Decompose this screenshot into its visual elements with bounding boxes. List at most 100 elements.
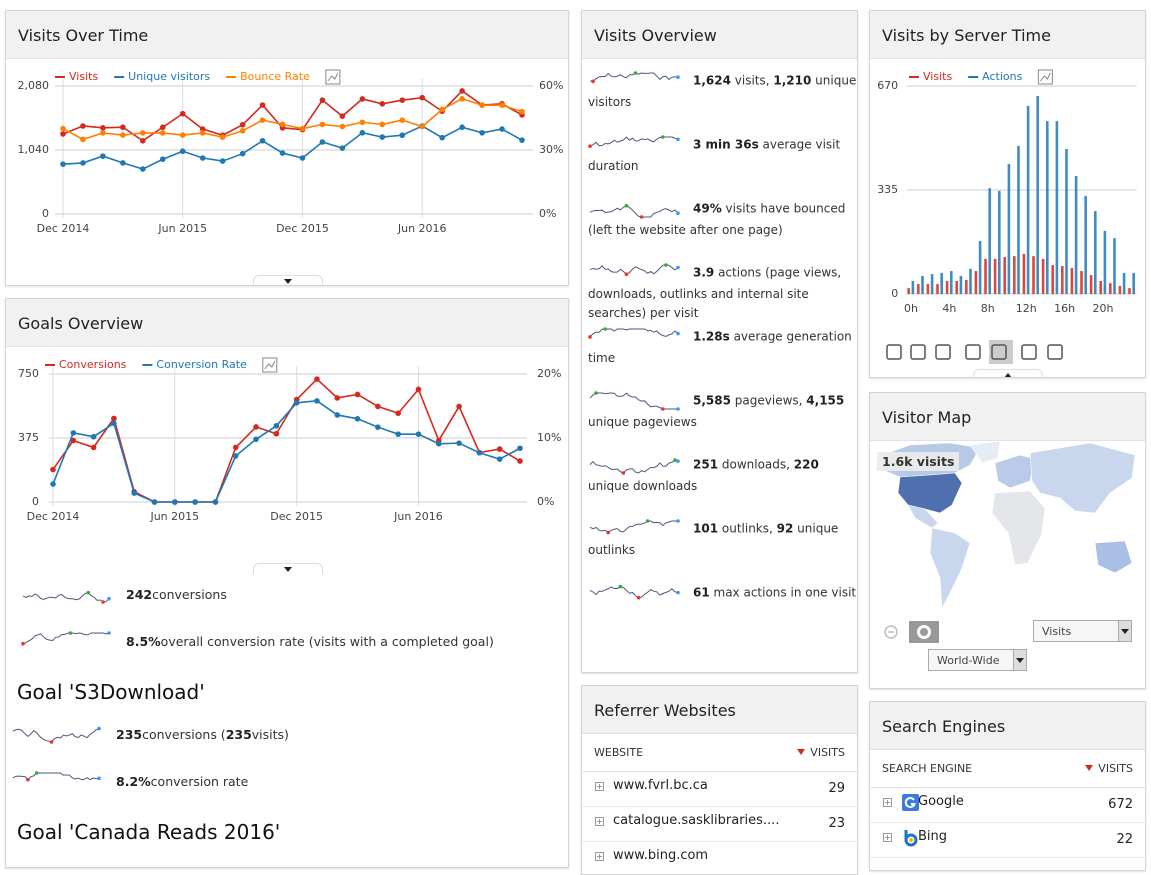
bar — [1007, 163, 1011, 294]
data-point — [199, 155, 206, 161]
data-point — [354, 416, 361, 422]
expand-icon[interactable] — [883, 833, 893, 843]
country[interactable] — [897, 472, 963, 514]
bar — [1055, 121, 1059, 294]
bar — [1065, 149, 1068, 294]
map-tooltip: 1.6k visits — [877, 452, 960, 471]
view-icon[interactable] — [910, 344, 926, 360]
column-header: SEARCH ENGINE — [882, 762, 973, 775]
bar — [959, 275, 963, 294]
sparkline — [589, 203, 680, 219]
row-label[interactable]: Bing — [918, 829, 948, 844]
data-point — [179, 148, 186, 155]
country[interactable] — [991, 490, 1046, 566]
data-point — [199, 126, 206, 132]
country[interactable] — [994, 454, 1036, 489]
x-tick-label: Jun 2015 — [157, 222, 207, 235]
metric-select[interactable]: Visits — [1033, 620, 1132, 642]
column-header[interactable]: VISITS — [810, 746, 845, 759]
row-label[interactable]: Google — [918, 794, 964, 809]
legend-label: Bounce Rate — [240, 70, 310, 83]
country[interactable] — [969, 441, 1001, 464]
sort-arrow — [797, 749, 805, 755]
sparkline-max — [664, 263, 668, 267]
data-point — [517, 445, 523, 452]
select-arrow — [1013, 650, 1026, 670]
row-label[interactable]: www.fvrl.bc.ca — [613, 778, 708, 793]
bar — [936, 284, 939, 294]
bar — [998, 190, 1001, 294]
goal-name: Goal 'Canada Reads 2016' — [17, 820, 281, 844]
row-label[interactable]: catalogue.sasklibraries.... — [613, 813, 780, 828]
country[interactable] — [907, 504, 939, 529]
column-header: WEBSITE — [594, 746, 644, 759]
data-point — [90, 433, 97, 440]
data-point — [359, 119, 366, 126]
bar — [955, 280, 958, 294]
data-point — [131, 490, 138, 496]
data-point — [339, 145, 346, 151]
expand-handle[interactable] — [253, 563, 323, 574]
view-icon[interactable] — [991, 344, 1007, 360]
y-tick-label: 670 — [877, 79, 898, 92]
sparkline-last — [107, 631, 111, 635]
data-point — [239, 128, 246, 134]
sparkline-last — [676, 590, 680, 595]
data-point — [359, 96, 366, 102]
expand-icon[interactable] — [595, 782, 605, 792]
view-icon[interactable] — [965, 344, 981, 360]
view-icon[interactable] — [1021, 344, 1037, 360]
overview-item: 101 outlinks, 92 unique outlinks — [588, 517, 857, 560]
sparkline-line — [589, 264, 679, 275]
country[interactable] — [1094, 540, 1133, 574]
goal-metric: 8.5% overall conversion rate (visits wit… — [21, 629, 494, 653]
goal-metric: 242 conversions — [21, 582, 227, 606]
bar — [1080, 271, 1083, 294]
data-point — [319, 97, 326, 103]
series-line — [62, 89, 523, 142]
column-header[interactable]: VISITS — [1098, 762, 1133, 775]
expand-icon[interactable] — [883, 798, 893, 808]
y2-tick-label: 0% — [539, 207, 556, 220]
overview-item: 3.9 actions (page views, downloads, outl… — [588, 261, 857, 323]
dashboard: Visits Over Time 0 1,040 2,080 0% 30% 60% Dec … — [5, 10, 1146, 875]
sparkline-max — [594, 391, 598, 395]
world-map[interactable] — [870, 441, 1145, 621]
view-icon[interactable] — [886, 344, 902, 360]
y2-tick-label: 20% — [537, 367, 561, 380]
collapse-handle[interactable] — [973, 369, 1043, 377]
data-point — [159, 156, 166, 163]
view-icon[interactable] — [1047, 344, 1063, 360]
sparkline-min — [588, 335, 592, 339]
region-select[interactable]: World-Wide — [928, 649, 1027, 671]
y-tick-label: 0 — [42, 207, 49, 220]
data-point — [140, 137, 146, 144]
expand-handle[interactable] — [253, 275, 323, 285]
country[interactable] — [929, 527, 971, 610]
country[interactable] — [1029, 442, 1136, 514]
engine-logo — [904, 830, 918, 847]
data-point — [395, 431, 401, 437]
legend-label: Visits — [923, 70, 952, 83]
metric-text: visits) — [251, 726, 289, 742]
sparkline-max — [603, 327, 607, 331]
bar — [1122, 272, 1126, 294]
x-tick-label: 8h — [981, 302, 995, 315]
bar — [1046, 121, 1049, 294]
row-label[interactable]: www.bing.com — [613, 848, 709, 863]
sparkline — [589, 584, 680, 600]
data-point — [334, 412, 341, 418]
zoom-out-icon[interactable] — [884, 625, 898, 639]
data-point — [70, 437, 77, 444]
expand-icon[interactable] — [595, 817, 605, 827]
metric-value: 8.5% — [126, 633, 161, 649]
widget-title: Goals Overview — [6, 299, 568, 347]
expand-icon — [597, 819, 602, 824]
view-icon[interactable] — [935, 344, 951, 360]
data-point — [199, 130, 206, 136]
expand-icon[interactable] — [595, 852, 605, 862]
bar — [1061, 266, 1064, 294]
data-point — [496, 446, 503, 452]
select-arrow — [1118, 621, 1131, 641]
y-tick-label: 335 — [877, 183, 898, 196]
